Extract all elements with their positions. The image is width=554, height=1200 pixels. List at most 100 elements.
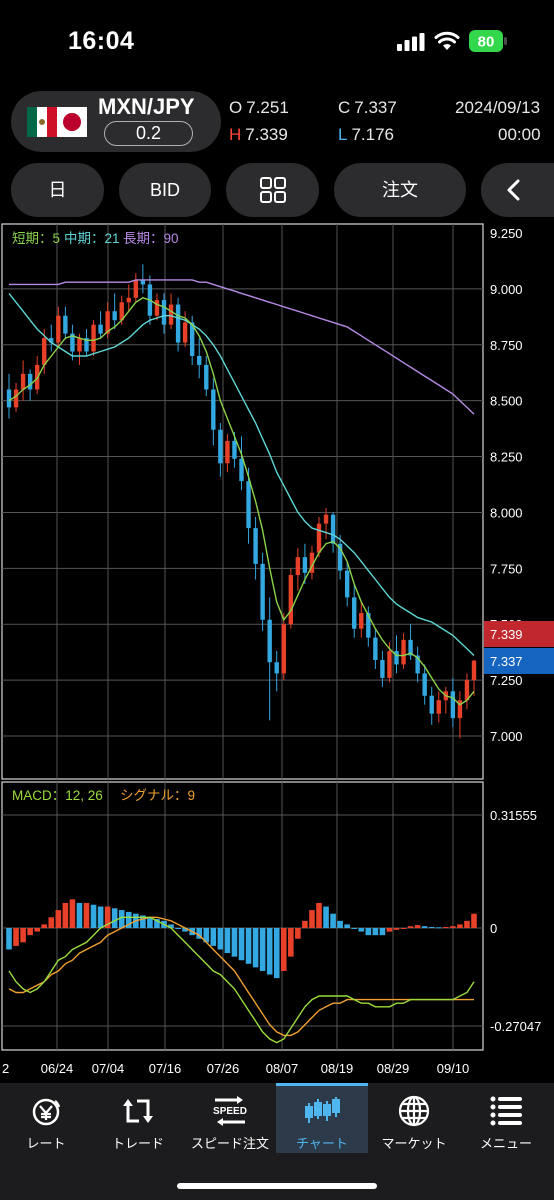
japan-flag-icon (57, 107, 87, 137)
pair-name: MXN/JPY (98, 94, 195, 119)
candle-body (422, 673, 427, 696)
macd-histogram-bar (76, 902, 83, 928)
candle-body (225, 440, 230, 464)
chart-area[interactable]: 9.2509.0008.7508.5008.2508.0007.7507.500… (0, 222, 554, 1082)
candle-body (387, 651, 392, 678)
macd-histogram-bar (140, 915, 146, 928)
candle-body (274, 662, 279, 674)
candle-body (154, 300, 160, 316)
macd-histogram-bar (69, 899, 76, 928)
candle-body (42, 338, 47, 365)
candle-body (394, 651, 399, 665)
macd-histogram-bar (125, 911, 132, 928)
candle-body (436, 700, 441, 714)
cellular-signal-icon (397, 33, 425, 51)
nav-menu[interactable]: メニュー (460, 1083, 552, 1153)
candle-body (401, 639, 406, 665)
macd-line (8, 916, 475, 1044)
macd-histogram-bar (400, 928, 407, 929)
nav-market-label: マーケット (381, 1136, 447, 1151)
macd-histogram-bar (351, 928, 358, 929)
candle-body (211, 389, 216, 430)
macd-histogram-bar (421, 926, 428, 928)
macd-histogram-bar (280, 928, 287, 971)
order-button[interactable]: 注文 (334, 163, 466, 217)
nav-trade[interactable]: トレード (92, 1083, 184, 1153)
candle-body (316, 523, 322, 553)
price-tick-label: 7.000 (490, 729, 523, 744)
macd-histogram-bar (13, 928, 19, 946)
macd-histogram-bar (450, 926, 456, 928)
candle-body (232, 440, 237, 459)
candle-body (133, 279, 139, 298)
macd-tick-label: 0 (490, 921, 497, 936)
macd-histogram-bar (97, 906, 104, 928)
price-tick-label: 8.000 (490, 505, 523, 520)
candle-body (246, 481, 251, 529)
macd-series (6, 899, 477, 1044)
candle-body (429, 695, 434, 714)
chart-grid (1, 223, 484, 1051)
nav-chart[interactable]: チャート (276, 1083, 368, 1153)
macd-histogram-bar (365, 928, 372, 936)
battery-icon: 80 (469, 30, 507, 52)
macd-histogram-bar (330, 913, 336, 928)
candle-body (182, 322, 188, 343)
candlestick-series (6, 264, 477, 739)
candle-body (204, 364, 209, 390)
speed-icon-text: SPEED (213, 1106, 247, 1117)
candle-body (168, 304, 174, 325)
nav-rate[interactable]: レート (0, 1083, 92, 1153)
candle-body (380, 659, 385, 678)
candle-body (239, 458, 244, 482)
candle-body (175, 304, 181, 343)
candle-body (260, 563, 265, 620)
price-chart[interactable]: 9.2509.0008.7508.5008.2508.0007.7507.500… (0, 222, 554, 1082)
macd-histogram-bar (344, 924, 350, 928)
nav-chart-label: チャート (296, 1136, 348, 1151)
macd-histogram-bar (323, 906, 329, 928)
ma-legend-item: 短期：5 (12, 231, 60, 246)
nav-trade-label: トレード (111, 1136, 164, 1151)
nav-speed-order[interactable]: SPEED スピード注文 (184, 1083, 276, 1153)
candle-body (49, 338, 54, 343)
price-tick-label: 8.750 (490, 338, 523, 353)
close-price: C 7.337 (338, 98, 397, 117)
date-tick-label: 07/04 (92, 1061, 125, 1076)
candle-body (471, 660, 477, 681)
pair-flags (27, 107, 87, 137)
candle-body (450, 691, 456, 719)
macd-histogram-bar (55, 910, 62, 928)
price-label-badge (484, 648, 554, 674)
macd-histogram-bar (111, 908, 118, 928)
sma-short-line (8, 297, 475, 706)
macd-histogram-bar (245, 928, 252, 964)
macd-histogram-bar (6, 928, 12, 950)
sma-mid-line (8, 292, 475, 657)
period-button[interactable]: 日 (11, 163, 104, 217)
open-price: O 7.251 (229, 98, 289, 117)
candle-body (415, 655, 420, 674)
macd-histogram-bar (231, 928, 238, 957)
price-tick-label: 7.250 (490, 673, 523, 688)
candle-body (70, 333, 75, 352)
active-tab-indicator (276, 1083, 368, 1086)
macd-histogram-bar (238, 928, 245, 961)
candle-body (84, 338, 89, 352)
price-label-text: 7.339 (490, 627, 523, 642)
date-tick-label: 07/16 (149, 1061, 182, 1076)
layout-button[interactable] (226, 163, 319, 217)
menu-icon (490, 1096, 522, 1126)
candle-body (359, 613, 364, 629)
macd-histogram-bar (288, 928, 294, 957)
macd-histogram-bar (252, 928, 259, 968)
candle-body (288, 575, 294, 625)
back-button[interactable] (481, 163, 554, 217)
candle-body (13, 389, 19, 408)
candle-body (189, 322, 195, 356)
candle-body (56, 315, 61, 343)
home-indicator (177, 1183, 377, 1189)
price-tick-label: 9.250 (490, 226, 523, 241)
nav-market[interactable]: マーケット (368, 1083, 460, 1153)
price-type-button[interactable]: BID (119, 163, 211, 217)
